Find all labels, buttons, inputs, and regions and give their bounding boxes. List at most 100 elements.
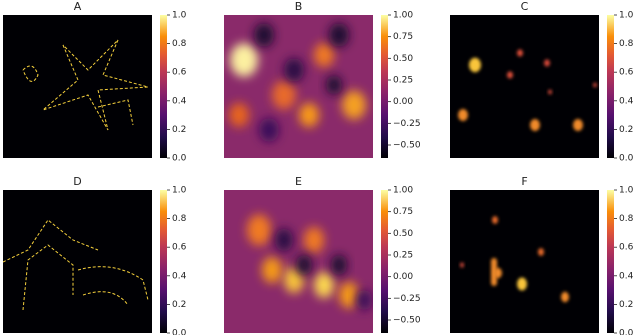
colorbar-tick-label: 0.0	[619, 329, 634, 335]
image-background	[450, 190, 599, 333]
colorbar-tick-label: 1.0	[172, 186, 187, 196]
image	[224, 190, 373, 333]
colorbar-tick-label: −0.25	[393, 294, 421, 304]
colorbar-tick-label: 0.6	[619, 68, 634, 78]
image-background	[3, 15, 152, 158]
image-content	[3, 15, 152, 158]
blob	[299, 103, 319, 127]
spot	[492, 216, 498, 224]
blob	[259, 118, 279, 142]
colorbar-tick-label: 0.0	[172, 329, 187, 335]
colorbar-tick-label: 0.4	[619, 271, 634, 281]
colorbar-tick-label: 0.8	[172, 39, 187, 49]
blob	[254, 23, 274, 47]
colorbar-tick-label: 0.2	[172, 300, 186, 310]
colorbar-tick-label: 0.2	[619, 300, 633, 310]
background	[224, 15, 373, 158]
blob	[262, 257, 282, 283]
panel-title: E	[295, 175, 302, 188]
blob	[342, 90, 366, 120]
colorbar-tick-label: 1.0	[619, 11, 634, 21]
spot	[573, 119, 583, 131]
colorbar-tick-label: 0.8	[172, 214, 187, 224]
colorbar-tick-label: 0.0	[619, 154, 634, 164]
colorbar	[160, 190, 167, 333]
panel-title: C	[521, 0, 529, 13]
spot	[460, 262, 464, 268]
image-content	[224, 190, 373, 333]
colorbar-tick-label: 0.6	[172, 243, 187, 253]
image	[3, 190, 152, 333]
colorbar-tick-label: 0.75	[393, 207, 413, 217]
panel-title: D	[73, 175, 81, 188]
colorbar-tick-label: 0.6	[172, 68, 187, 78]
colorbar-tick-label: 0.75	[393, 32, 413, 42]
image-background	[450, 15, 599, 158]
colorbar-tick-label: 0.50	[393, 229, 413, 239]
colorbar-tick-label: 0.4	[172, 271, 187, 281]
panel-title: A	[74, 0, 82, 13]
spot	[469, 57, 481, 73]
colorbar-tick-label: 0.8	[619, 214, 634, 224]
colorbar-tick-label: 0.00	[393, 97, 413, 107]
colorbar-tick-label: −0.50	[393, 316, 421, 326]
spot	[458, 109, 468, 121]
colorbar	[607, 190, 614, 333]
blob	[284, 58, 304, 82]
colorbar	[607, 15, 614, 158]
spot	[544, 59, 550, 67]
panel-title: F	[521, 175, 527, 188]
blob	[272, 80, 296, 110]
blob	[284, 267, 304, 293]
blob	[314, 43, 334, 67]
blob	[326, 75, 342, 95]
blob	[329, 23, 349, 47]
colorbar-tick-label: 0.2	[619, 125, 633, 135]
spot	[530, 119, 540, 131]
colorbar-tick-label: 0.8	[619, 39, 634, 49]
blob	[304, 227, 324, 253]
image-content	[450, 190, 599, 333]
colorbar-tick-label: 0.2	[172, 125, 186, 135]
image-content	[224, 15, 373, 158]
colorbar	[381, 190, 388, 333]
colorbar-tick-label: 0.25	[393, 76, 413, 86]
edge	[3, 219, 149, 311]
colorbar-tick-label: 0.4	[172, 96, 187, 106]
colorbar-tick-label: 1.0	[172, 11, 187, 21]
image	[450, 15, 599, 158]
spot	[517, 277, 527, 291]
image	[224, 15, 373, 158]
blob	[229, 103, 249, 127]
image	[450, 190, 599, 333]
blob	[247, 214, 271, 246]
spot	[538, 248, 544, 256]
colorbar-tick-label: 0.50	[393, 54, 413, 64]
blob	[275, 228, 293, 252]
image-content	[3, 190, 152, 333]
colorbar-tick-label: 0.4	[619, 96, 634, 106]
image-background	[3, 190, 152, 333]
edge	[22, 39, 149, 131]
blob	[339, 282, 359, 308]
blob	[356, 289, 372, 311]
colorbar	[160, 15, 167, 158]
colorbar-tick-label: 0.25	[393, 251, 413, 261]
spot	[593, 82, 597, 88]
colorbar-tick-label: 0.0	[172, 154, 187, 164]
image-content	[450, 15, 599, 158]
blob	[314, 272, 334, 298]
colorbar	[381, 15, 388, 158]
colorbar-tick-label: 0.00	[393, 272, 413, 282]
colorbar-tick-label: 1.00	[393, 186, 413, 196]
blob	[230, 43, 258, 77]
spot	[491, 258, 497, 286]
spot	[517, 49, 523, 57]
colorbar-tick-label: −0.50	[393, 141, 421, 151]
blob	[296, 254, 312, 276]
colorbar-tick-label: −0.25	[393, 119, 421, 129]
colorbar-tick-label: 1.00	[393, 11, 413, 21]
spot	[507, 71, 513, 79]
colorbar-tick-label: 0.6	[619, 243, 634, 253]
